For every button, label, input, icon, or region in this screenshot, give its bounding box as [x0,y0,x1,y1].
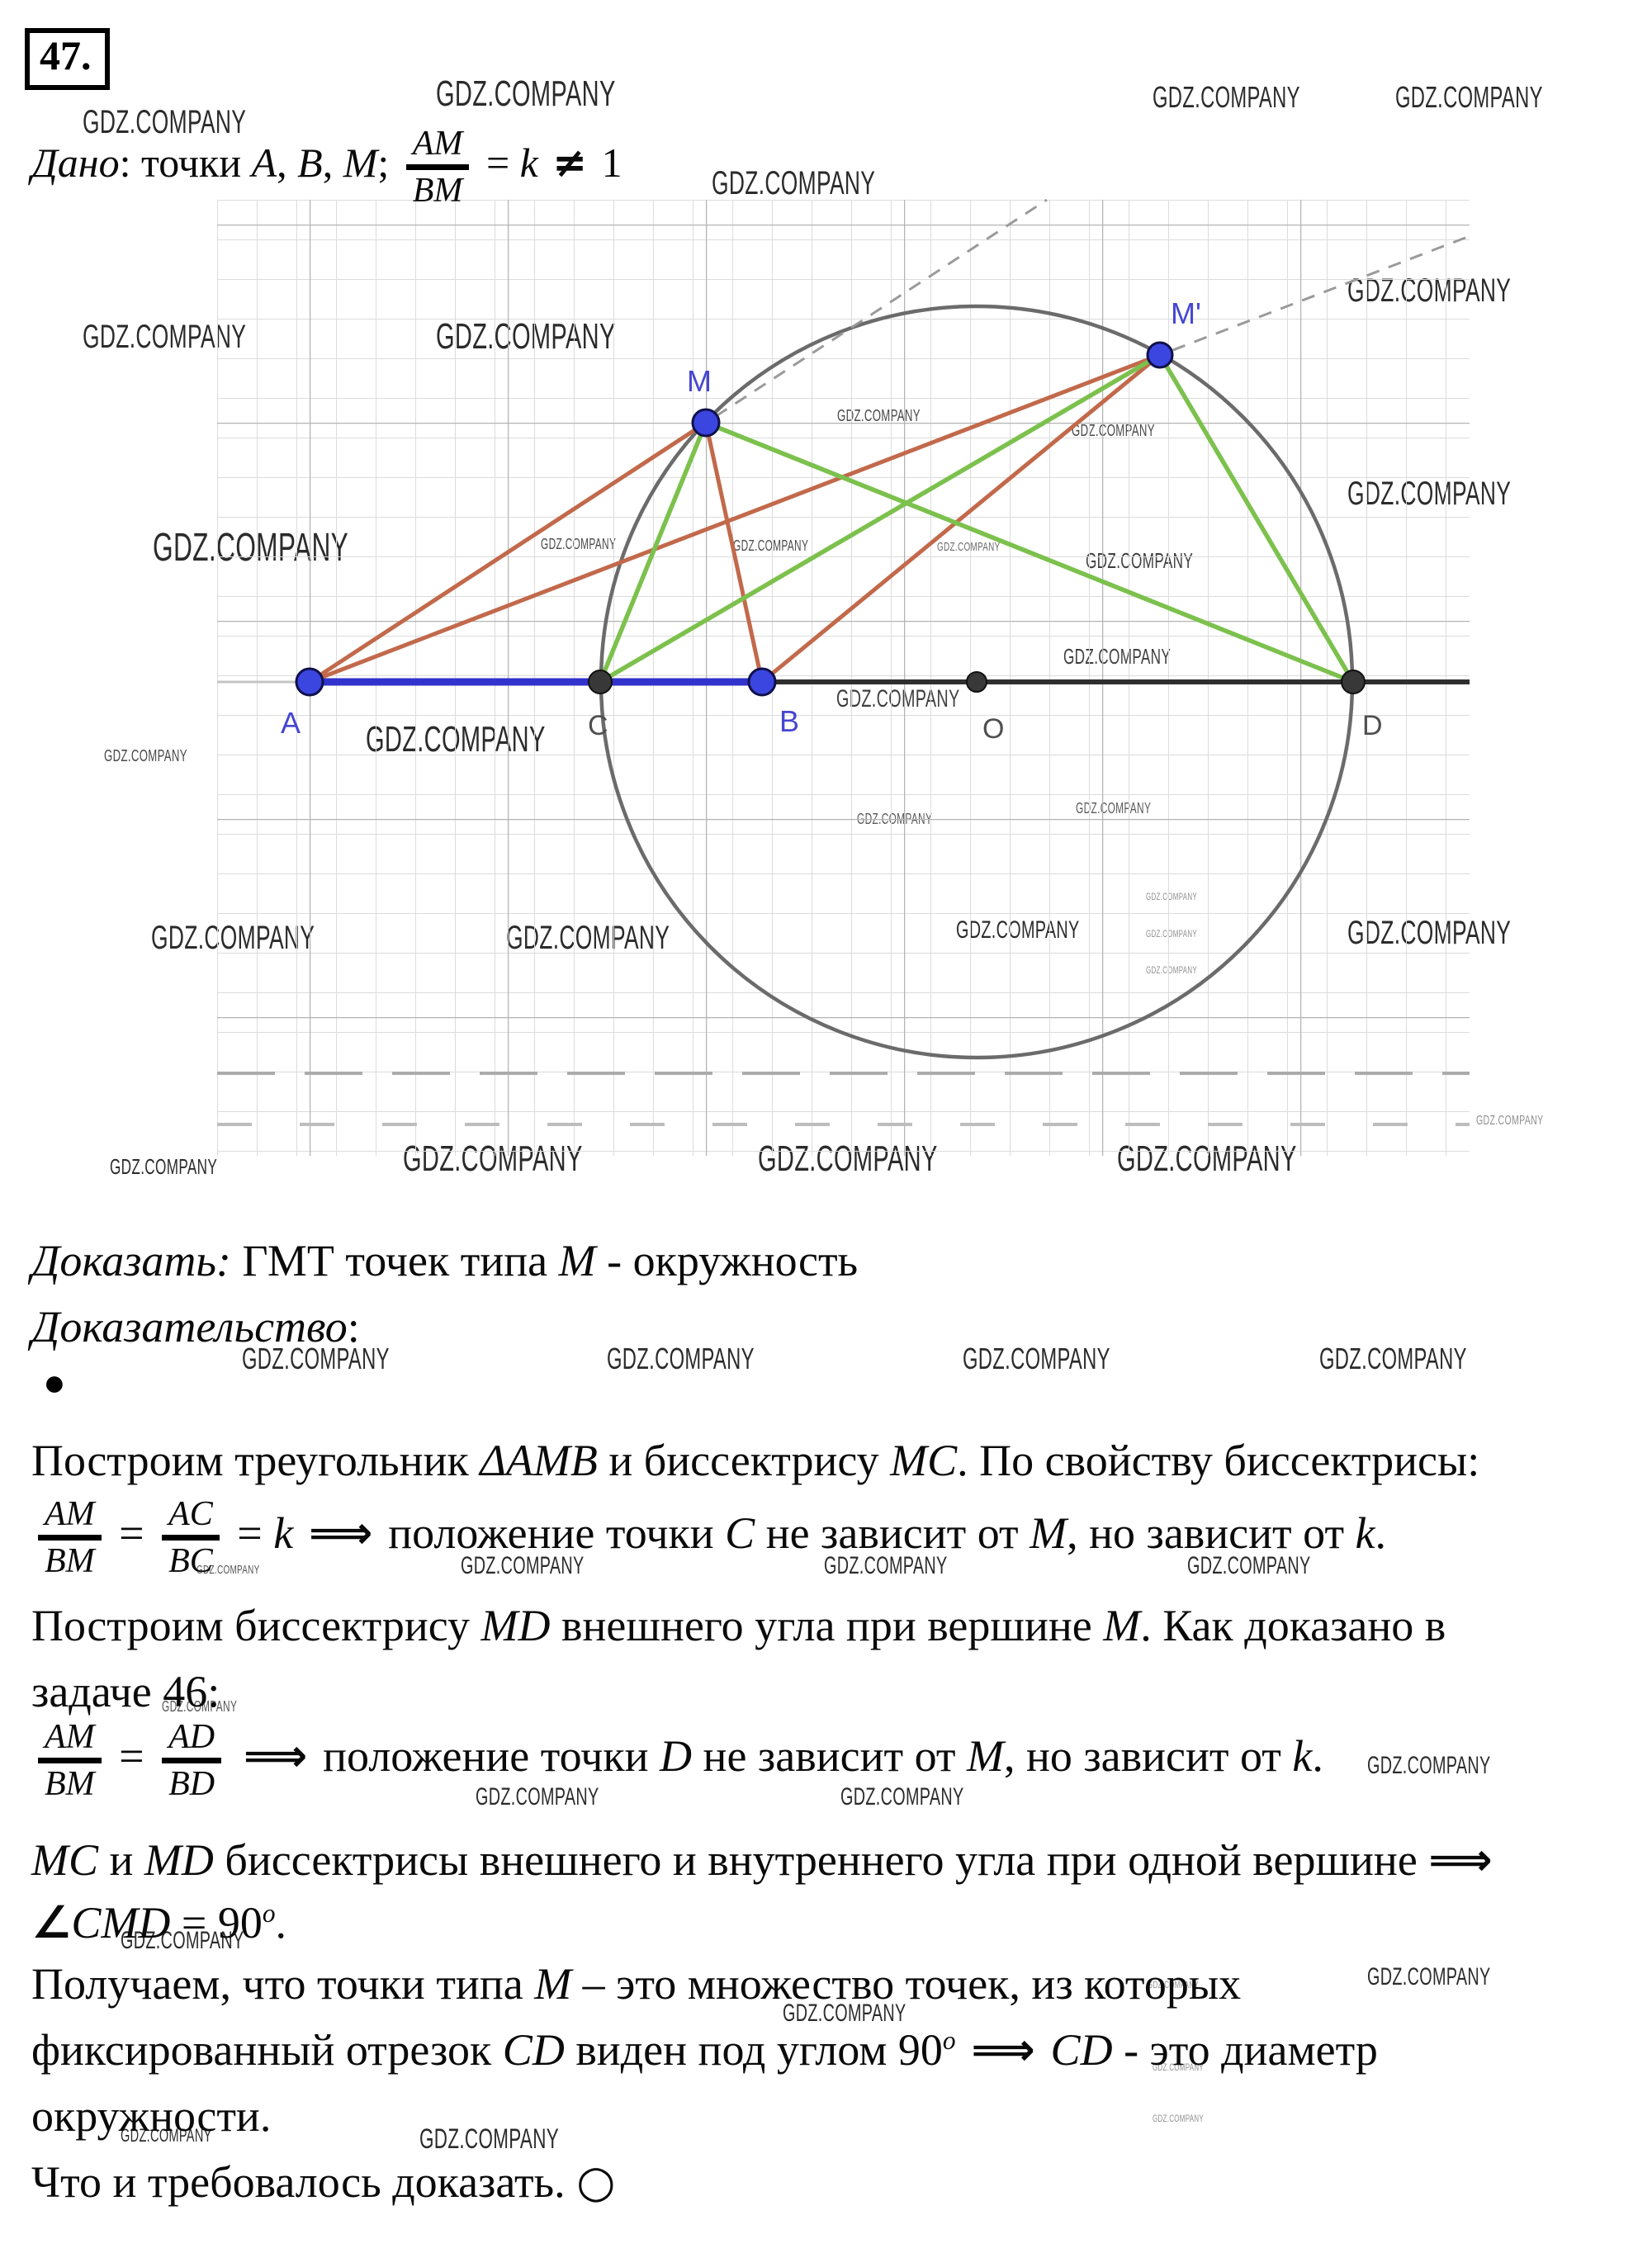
watermark: GDZ.COMPANY [104,747,187,765]
bisector-md [704,420,1355,684]
problem-number: 47. [25,28,110,90]
proof-step-5-angle: ∠CMD = 90o. [31,1896,287,1948]
given-line: Дано: точки A, B, M; AM BM = k ≠ 1 [31,125,622,211]
proof-bullet: ● [43,1361,66,1403]
bisector-m-prime-c [599,353,1162,684]
fraction: AM BM [38,1719,102,1802]
bisector-m-prime-d [1157,353,1356,684]
watermark: GDZ.COMPANY [1153,2061,1205,2073]
watermark: GDZ.COMPANY [419,2123,560,2155]
watermark: GDZ.COMPANY [196,1563,260,1577]
proof-step-3: Построим биссектрису MD внешнего угла пр… [31,1601,1446,1650]
watermark: GDZ.COMPANY [963,1342,1110,1375]
watermark: GDZ.COMPANY [83,104,247,140]
side-am [308,420,708,684]
watermark: GDZ.COMPANY [121,1927,244,1954]
point-a [295,667,324,697]
watermark: GDZ.COMPANY [1148,1979,1200,1990]
watermark: GDZ.COMPANY [1395,80,1543,114]
watermark: GDZ.COMPANY [110,1154,218,1179]
label-b: B [779,704,799,738]
watermark: GDZ.COMPANY [607,1342,755,1375]
label-o: O [982,713,1004,745]
watermark: GDZ.COMPANY [121,2125,212,2146]
watermark: GDZ.COMPANY [242,1342,390,1375]
qed-line: Что и требовалось доказать. ○ [31,2156,616,2208]
watermark: GDZ.COMPANY [476,1783,599,1810]
watermark: GDZ.COMPANY [712,165,876,201]
watermark: GDZ.COMPANY [824,1552,948,1579]
fraction: AD BD [162,1719,222,1802]
watermark: GDZ.COMPANY [840,1783,964,1810]
prove-line: Доказать: ГМТ точек типа M - окружность [31,1236,859,1285]
grid-major [217,200,1470,1156]
proof-step-6: Получаем, что точки типа M – это множест… [31,1959,1242,2009]
point-d [1341,670,1366,694]
point-c [588,670,613,694]
point-m [691,408,721,438]
watermark: GDZ.COMPANY [1367,1963,1491,1990]
watermark: GDZ.COMPANY [783,2000,906,2027]
watermark: GDZ.COMPANY [1476,1114,1544,1128]
label-d: D [1362,710,1383,741]
side-mb [703,422,764,683]
point-b [747,667,777,697]
watermark: GDZ.COMPANY [1319,1342,1467,1375]
point-o [966,671,987,693]
proof-heading: Доказательство: [31,1302,360,1351]
fraction: AM BM [38,1496,102,1579]
side-am-prime [309,353,1161,684]
label-a: A [281,706,301,740]
watermark: GDZ.COMPANY [1367,1752,1491,1779]
watermark: GDZ.COMPANY [1153,80,1300,114]
watermark: GDZ.COMPANY [1153,2113,1205,2124]
proof-step-2: AM BM = AC BC = k ⟹ положение точки C не з… [31,1496,1386,1579]
watermark: GDZ.COMPANY [1187,1552,1311,1579]
watermark: GDZ.COMPANY [436,73,616,114]
watermark: GDZ.COMPANY [162,1698,238,1715]
geometry-diagram: A B M M' C O D [217,198,1470,1156]
fraction: AM BM [405,125,470,209]
label-m-prime: M' [1171,296,1201,330]
watermark: GDZ.COMPANY [461,1552,585,1579]
fraction: AC BC [162,1496,220,1579]
label-c: C [588,710,608,741]
proof-step-3-cont: задаче 46: [31,1667,220,1716]
label-m: M [687,364,712,398]
proof-step-6-end: окружности. [31,2091,272,2141]
proof-step-4: AM BM = AD BD ⟹ положение точки D не завис… [31,1719,1323,1802]
proof-step-5: MC и MD биссектрисы внешнего и внутренне… [31,1834,1493,1886]
proof-step-1: Построим треугольник ΔAMB и биссектрису … [31,1436,1480,1485]
bisector-mc [598,421,708,684]
proof-step-6-cont: фиксированный отрезок CD виден под углом… [31,2023,1378,2076]
point-m-prime [1146,341,1174,369]
side-m-prime-b [760,353,1162,684]
